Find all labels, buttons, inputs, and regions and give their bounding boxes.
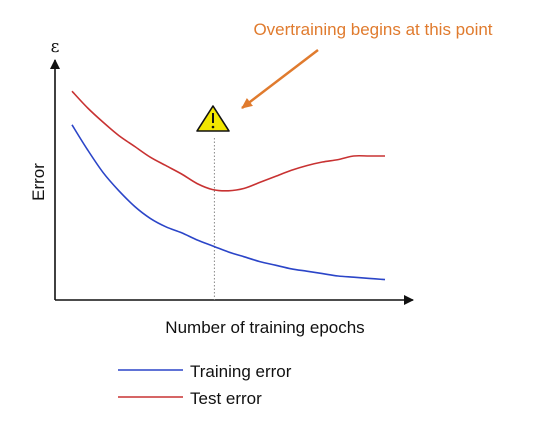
legend-label-test-error: Test error	[190, 389, 262, 408]
series-line-training-error	[71, 124, 386, 281]
legend: Training error Test error	[118, 362, 292, 408]
legend-label-training-error: Training error	[190, 362, 292, 381]
annotation-text: Overtraining begins at this point	[253, 20, 492, 39]
x-axis-label: Number of training epochs	[165, 318, 364, 337]
annotation-arrow	[241, 49, 319, 109]
y-axis-symbol: ε	[51, 37, 60, 57]
series-line-test-error	[71, 90, 385, 192]
y-axis-label: Error	[29, 163, 48, 201]
warning-triangle-icon	[196, 105, 230, 132]
